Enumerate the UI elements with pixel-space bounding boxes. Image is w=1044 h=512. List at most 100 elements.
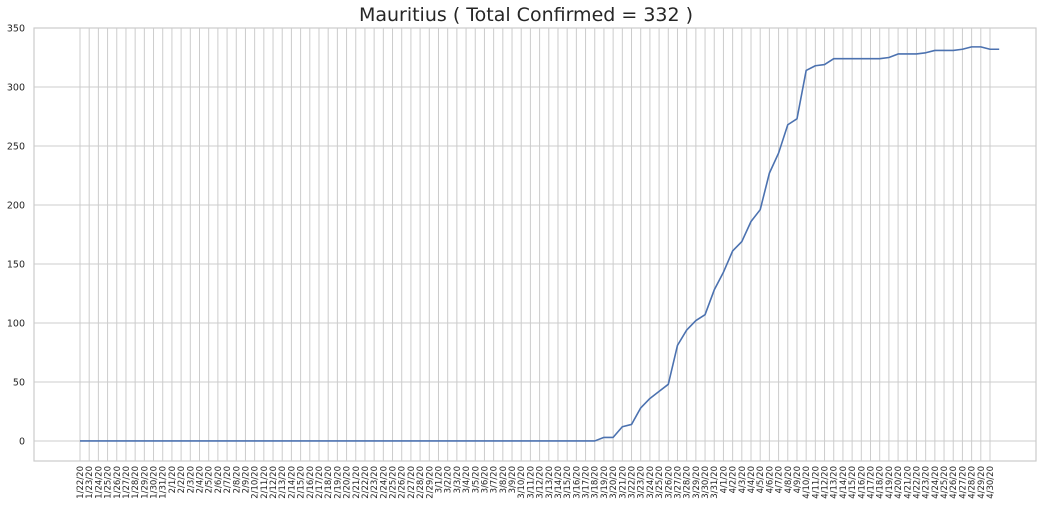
data-point [382,440,384,442]
data-point [106,440,108,442]
data-point [998,48,1000,50]
data-point [667,383,669,385]
data-point [410,440,412,442]
data-point [649,397,651,399]
data-point [290,440,292,442]
data-point [364,440,366,442]
data-point [787,124,789,126]
data-point [915,53,917,55]
data-point [143,440,145,442]
data-point [557,440,559,442]
data-point [235,440,237,442]
data-point [474,440,476,442]
data-point [685,329,687,331]
data-point [630,423,632,425]
data-point [989,48,991,50]
data-point [502,440,504,442]
data-point [318,440,320,442]
data-point [869,57,871,59]
data-point [483,440,485,442]
data-point [253,440,255,442]
data-point [180,440,182,442]
data-point [805,69,807,71]
data-point [446,440,448,442]
data-point [538,440,540,442]
data-point [345,440,347,442]
data-point [943,49,945,51]
data-point [456,440,458,442]
data-point [492,440,494,442]
data-point [373,440,375,442]
data-point [980,46,982,48]
data-point [548,440,550,442]
data-point [897,53,899,55]
data-point [299,440,301,442]
data-point [842,57,844,59]
data-point [511,440,513,442]
data-point [391,440,393,442]
data-point [695,319,697,321]
data-point [575,440,577,442]
plot-frame [34,28,1036,461]
data-point [952,49,954,51]
data-point [263,440,265,442]
x-axis-ticks: 1/22/20 1/23/20 1/24/20 1/25/20 1/26/20 1/27/… [76,466,996,499]
y-tick-label: 350 [7,24,25,35]
data-point [401,440,403,442]
data-point [640,407,642,409]
data-point [226,440,228,442]
gridlines [34,28,1036,461]
data-point [244,440,246,442]
data-point [851,57,853,59]
data-point [327,440,329,442]
data-point [924,52,926,54]
data-point [961,48,963,50]
data-point [658,390,660,392]
data-point [878,57,880,59]
data-point [207,440,209,442]
data-point [272,440,274,442]
data-point [814,65,816,67]
data-point [520,440,522,442]
data-point [888,56,890,58]
data-point [189,440,191,442]
data-point [97,440,99,442]
y-tick-label: 300 [7,82,25,93]
data-point [584,440,586,442]
data-point [768,172,770,174]
data-point [796,118,798,120]
data-point [612,436,614,438]
data-point [419,440,421,442]
data-point [198,440,200,442]
data-point [88,440,90,442]
data-point [171,440,173,442]
data-point [116,440,118,442]
data-point [162,440,164,442]
data-point [750,220,752,222]
y-tick-label: 250 [7,141,25,152]
data-point [566,440,568,442]
y-tick-label: 50 [13,377,25,388]
data-point [355,440,357,442]
y-tick-label: 200 [7,200,25,211]
data-point [906,53,908,55]
data-point [594,440,596,442]
data-point [777,152,779,154]
data-point [823,63,825,65]
y-tick-label: 0 [19,436,25,447]
data-point [676,344,678,346]
data-point [704,314,706,316]
data-point [465,440,467,442]
data-point [79,440,81,442]
data-point [281,440,283,442]
data-point [152,440,154,442]
data-point [713,289,715,291]
data-point [731,250,733,252]
data-point [125,440,127,442]
data-point [970,46,972,48]
y-tick-label: 150 [7,259,25,270]
data-point [603,436,605,438]
data-point [621,426,623,428]
data-point [833,57,835,59]
